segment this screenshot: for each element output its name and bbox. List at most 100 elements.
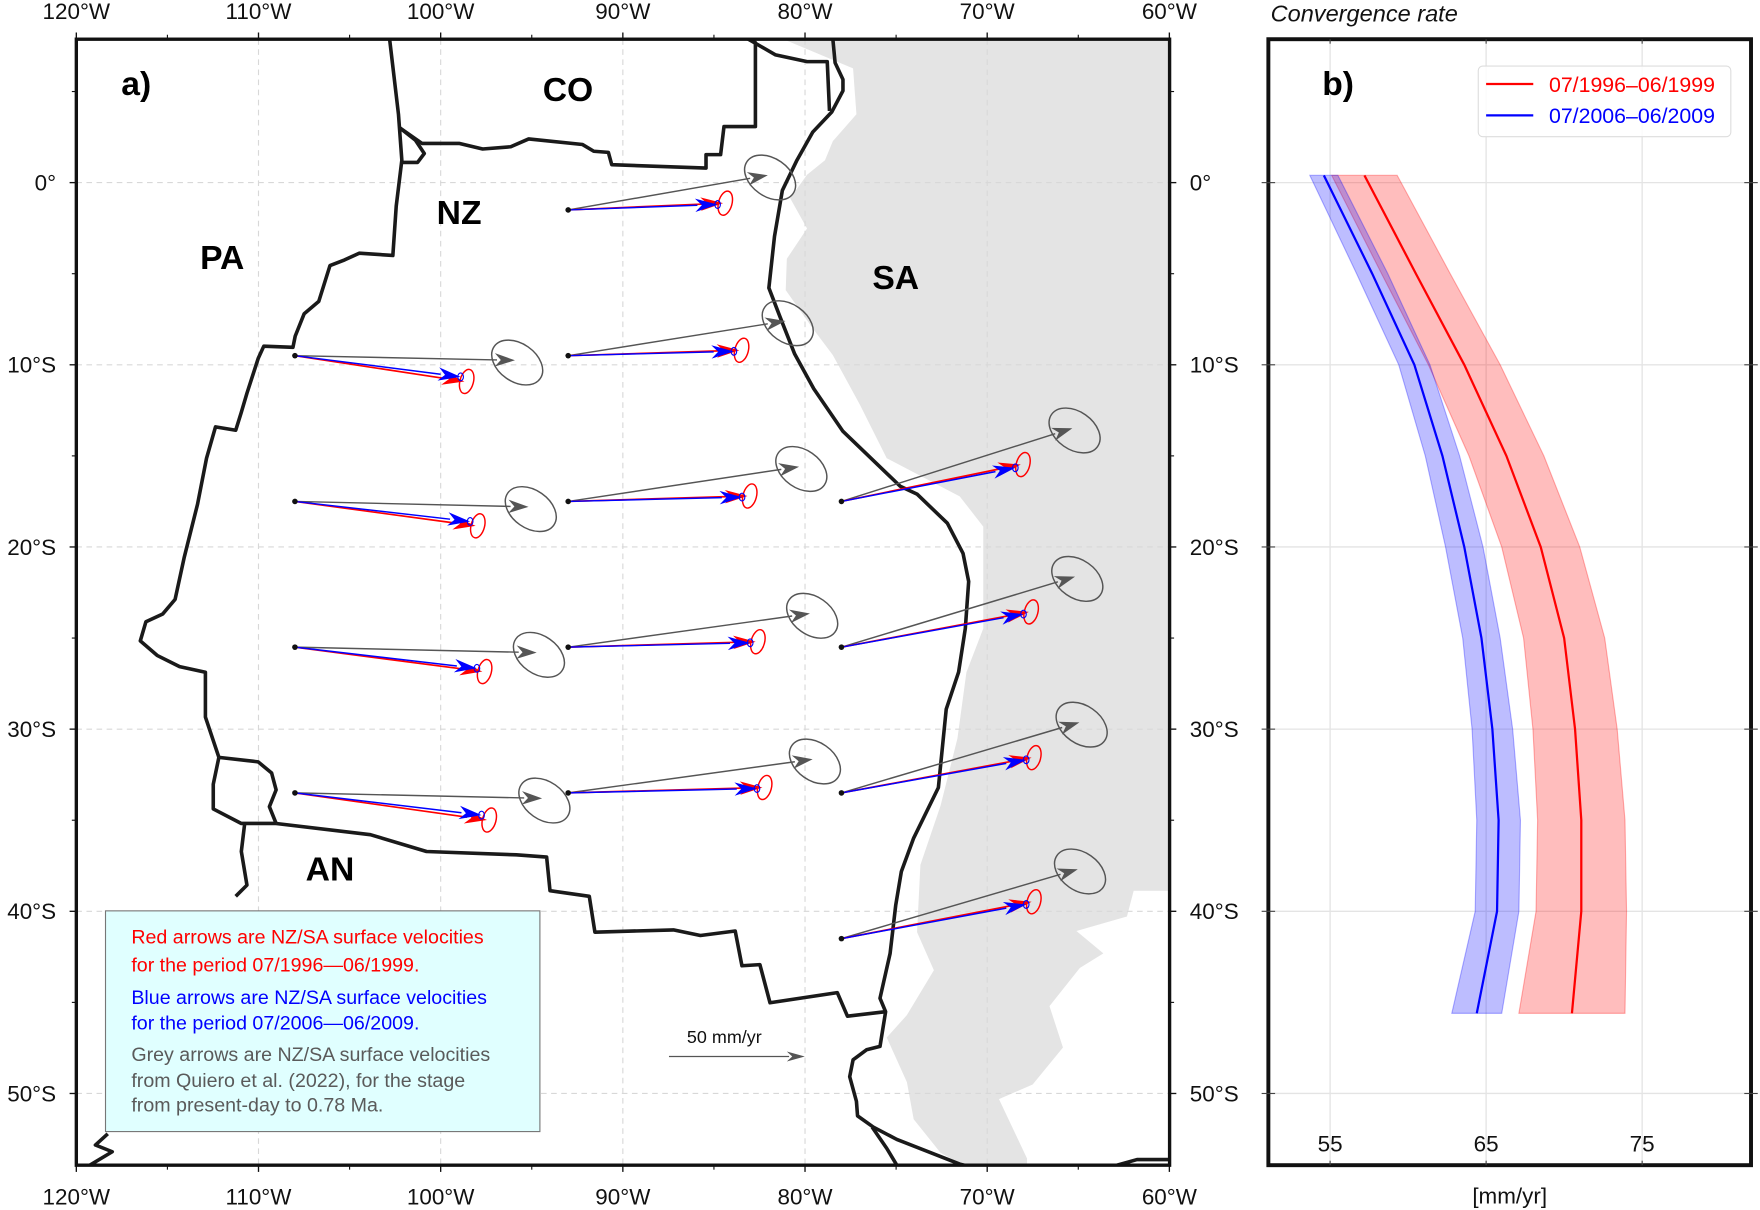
station-point	[565, 207, 572, 213]
grey-arrow-head	[516, 645, 537, 659]
blue-arrow-shaft	[294, 646, 457, 667]
series-line-1	[1322, 174, 1500, 1014]
velocity-station	[838, 407, 1101, 505]
red-error-ellipse	[756, 774, 773, 801]
blue-error-ellipse	[478, 810, 485, 820]
note-background	[104, 910, 541, 1133]
station-point	[838, 790, 845, 796]
station-point	[565, 498, 572, 505]
grey-arrow-shaft	[294, 792, 525, 799]
grey-arrow-head	[1056, 868, 1078, 882]
sa-south-boundary	[1116, 1157, 1170, 1166]
uncertainty-band-1	[1308, 174, 1522, 1014]
blue-error-ellipse	[730, 346, 738, 356]
grey-arrow-head	[508, 499, 529, 514]
blue-arrow-shaft	[294, 792, 462, 814]
lat-tick-right: 0°	[1190, 170, 1211, 195]
blue-arrow-shaft	[568, 788, 737, 794]
blue-error-ellipse	[1022, 755, 1030, 765]
blue-error-ellipse	[714, 200, 721, 210]
blue-arrow-head	[991, 465, 1016, 479]
blue-error-ellipse	[473, 663, 481, 673]
station-point	[565, 790, 572, 796]
blue-arrow-shaft	[841, 907, 1007, 940]
lat-tick-right: 10°S	[1190, 353, 1239, 378]
sa-an-boundary	[870, 1126, 899, 1166]
grey-arrow-shaft	[568, 761, 795, 794]
plate-label-co: CO	[543, 72, 593, 109]
red-error-ellipse	[1025, 889, 1042, 915]
grey-error-ellipse	[491, 339, 544, 386]
lon-tick-bottom: 100°W	[407, 1184, 475, 1209]
lon-tick-top: 90°W	[595, 0, 651, 24]
note-blue-line: Blue arrows are NZ/SA surface velocities	[131, 987, 487, 1009]
blue-arrow-shaft	[294, 500, 451, 520]
x-tick-label: 65	[1474, 1132, 1499, 1157]
grey-arrow-shaft	[841, 726, 1063, 794]
lat-tick-left: 10°S	[7, 353, 56, 378]
grey-arrow-head	[778, 463, 800, 477]
grey-arrow-shaft	[294, 354, 498, 361]
pa-nz-boundary	[138, 39, 404, 758]
red-error-ellipse	[458, 368, 475, 395]
blue-arrow-head	[734, 782, 757, 796]
station-point	[838, 935, 845, 942]
station-point	[565, 352, 572, 359]
plate-label-nz: NZ	[437, 195, 482, 232]
panel-b-chart: b) 07/1996–06/1999 07/2006–06/2009 55 65 75 Co…	[1261, 0, 1758, 1208]
grey-arrow-head	[746, 172, 768, 186]
grey-arrow-shaft	[568, 323, 768, 357]
red-error-ellipse	[469, 513, 486, 539]
velocity-station	[565, 592, 839, 655]
plate-label-sa: SA	[872, 260, 919, 297]
legend-entry: 07/1996–06/1999	[1549, 73, 1715, 97]
grey-error-ellipse	[761, 300, 814, 347]
scale-arrow-head	[786, 1051, 805, 1062]
nz-co-boundary	[398, 39, 758, 170]
lon-tick-top: 70°W	[960, 0, 1016, 24]
lat-tick-right: 50°S	[1190, 1081, 1239, 1106]
lon-tick-bottom: 70°W	[960, 1184, 1016, 1209]
plate-label-pa: PA	[200, 240, 244, 277]
lat-tick-left: 50°S	[7, 1081, 56, 1106]
plate-label-an: AN	[306, 852, 355, 889]
blue-arrow-shaft	[568, 496, 722, 503]
legend-entry: 07/2006–06/2009	[1549, 104, 1715, 128]
grey-arrow-shaft	[568, 177, 751, 211]
blue-error-ellipse	[738, 492, 746, 502]
grey-arrow-shaft	[568, 468, 782, 503]
nz-an-boundary	[275, 821, 886, 1018]
lon-tick-bottom: 90°W	[595, 1184, 651, 1209]
blue-arrow-head	[727, 636, 751, 651]
chart-legend: 07/1996–06/1999 07/2006–06/2009	[1477, 65, 1732, 138]
velocity-station	[292, 485, 557, 539]
velocity-station	[292, 631, 566, 685]
grey-error-ellipse	[504, 485, 557, 533]
blue-arrow-shaft	[568, 204, 698, 211]
velocity-station	[565, 300, 814, 364]
grey-arrow-head	[789, 609, 810, 623]
panel-a-label: a)	[121, 66, 151, 103]
grey-error-ellipse	[1048, 407, 1101, 454]
blue-arrow-shaft	[294, 354, 441, 375]
station-point	[838, 498, 845, 505]
blue-arrow-head	[1000, 611, 1024, 625]
south-america-land	[783, 39, 1170, 1166]
station-point	[292, 644, 298, 650]
blue-arrow-head	[458, 805, 482, 820]
grey-error-ellipse	[1051, 555, 1104, 603]
velocity-station	[838, 848, 1107, 942]
red-error-ellipse	[481, 807, 498, 833]
lon-tick-bottom: 60°W	[1142, 1184, 1198, 1209]
blue-arrow-head	[1002, 757, 1027, 771]
velocity-station	[292, 339, 544, 395]
grey-error-ellipse	[1055, 701, 1108, 748]
microplate-boundary	[398, 126, 427, 165]
blue-arrow-head	[453, 659, 477, 673]
grey-arrow-head	[1053, 576, 1076, 589]
grey-arrow-shaft	[841, 581, 1059, 648]
note-grey-line: Grey arrows are NZ/SA surface velocities	[131, 1044, 490, 1066]
legend-note-box: Red arrows are NZ/SA surface velocities f…	[104, 910, 541, 1133]
uncertainty-band-0	[1330, 174, 1628, 1014]
